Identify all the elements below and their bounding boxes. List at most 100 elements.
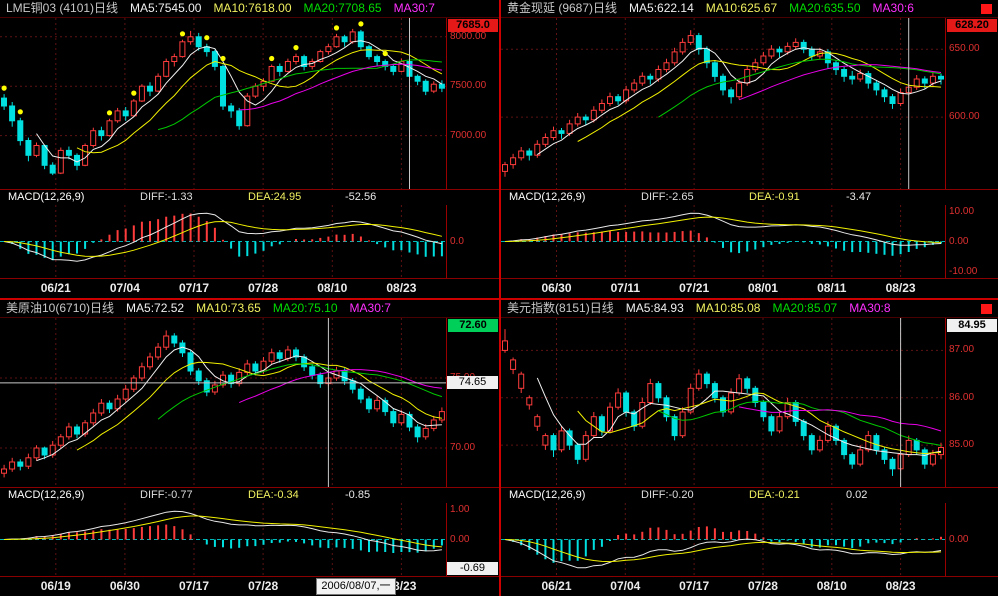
date-label: 06/30	[541, 281, 572, 295]
ma30-label: MA30:7	[393, 1, 435, 15]
divider	[501, 576, 998, 577]
cursor-date-tooltip: 2006/08/07,一	[316, 578, 396, 595]
date-axis: 06/21 07/04 07/17 07/28 08/10 08/23	[501, 577, 998, 596]
price-axis: 84.95 87.00 86.00 85.00	[945, 318, 998, 487]
y-axis-label: 85.00	[949, 439, 975, 451]
date-label: 08/11	[817, 281, 847, 295]
macd-bar-value: -52.56	[345, 191, 377, 203]
macd-diff-value: DIFF:-2.65	[641, 191, 694, 203]
macd-label: MACD(12,26,9)	[509, 191, 586, 203]
macd-chart[interactable]	[501, 503, 945, 576]
chart-panel-lme-copper: LME铜03 (4101)日线 MA5:7545.00 MA10:7618.00…	[0, 0, 499, 298]
date-label: 07/17	[679, 579, 710, 593]
macd-axis-label: 10.00	[949, 206, 975, 217]
ma20-label: MA20:7708.65	[303, 1, 382, 15]
y-axis-label: 86.00	[949, 391, 975, 403]
chart-title: LME铜03 (4101)日线	[6, 1, 119, 15]
chart-title: 美元指数(8151)日线	[507, 301, 614, 315]
macd-header: MACD(12,26,9) DIFF:-2.65 DEA:-0.91 -3.47	[501, 190, 998, 205]
date-label: 08/10	[317, 281, 348, 295]
ma30-label: MA30:7	[349, 301, 391, 315]
y-axis-label: 7000.00	[450, 129, 487, 141]
date-axis: 06/21 07/04 07/17 07/28 08/10 08/23	[0, 279, 499, 298]
last-price-box: 72.60	[448, 319, 498, 332]
chart-header: 美原油10(6710)日线 MA5:72.52 MA10:73.65 MA20:…	[0, 300, 499, 318]
macd-diff-value: DIFF:-0.77	[140, 489, 193, 501]
macd-chart[interactable]	[0, 503, 446, 576]
macd-bar-value: 0.02	[846, 489, 868, 501]
ma5-label: MA5:84.93	[625, 301, 684, 315]
macd-dea-value: DEA:-0.21	[749, 489, 800, 501]
macd-header: MACD(12,26,9) DIFF:-1.33 DEA:24.95 -52.5…	[0, 190, 499, 205]
date-label: 06/19	[40, 579, 71, 593]
panel-corner-button[interactable]	[981, 303, 992, 314]
ma5-label: MA5:7545.00	[130, 1, 202, 15]
macd-label: MACD(12,26,9)	[8, 191, 85, 203]
y-axis-label: 650.00	[949, 43, 980, 55]
price-chart[interactable]	[0, 318, 446, 487]
ma20-label: MA20:635.50	[789, 1, 861, 15]
y-axis-label: 70.00	[450, 442, 476, 453]
date-axis: 06/30 07/11 07/21 08/01 08/11 08/23	[501, 279, 998, 298]
date-label: 07/21	[679, 281, 710, 295]
macd-axis-label: 0.00	[949, 235, 969, 247]
macd-axis-label: 0.0	[450, 235, 464, 247]
date-label: 07/04	[109, 281, 140, 295]
price-chart[interactable]	[501, 318, 945, 487]
macd-bar-value: -3.47	[846, 191, 872, 203]
date-label: 08/10	[816, 579, 847, 593]
y-axis-label: 600.00	[949, 111, 980, 123]
macd-diff-value: DIFF:-1.33	[140, 191, 193, 203]
ma5-label: MA5:622.14	[629, 1, 694, 15]
ma20-label: MA20:85.07	[772, 301, 838, 315]
panel-corner-button[interactable]	[981, 3, 992, 14]
chart-header: 黄金现延 (9687)日线 MA5:622.14 MA10:625.67 MA2…	[501, 0, 998, 18]
macd-axis-label: 0.00	[450, 533, 470, 545]
macd-axis-label: 1.00	[450, 504, 470, 515]
chart-title: 黄金现延 (9687)日线	[507, 1, 618, 15]
price-chart[interactable]	[0, 18, 446, 189]
ma5-label: MA5:72.52	[126, 301, 185, 315]
chart-panel-dollar-index: 美元指数(8151)日线 MA5:84.93 MA10:85.08 MA20:8…	[499, 298, 998, 596]
ma30-label: MA30:6	[872, 1, 914, 15]
cursor-macd-box: -0.69	[447, 562, 498, 575]
date-label: 06/30	[109, 579, 140, 593]
macd-axis: 0.00	[945, 503, 998, 576]
macd-axis: 0.0	[446, 205, 499, 278]
ma30-label: MA30:8	[849, 301, 891, 315]
last-price-box: 84.95	[947, 319, 997, 332]
price-chart[interactable]	[501, 18, 945, 189]
chart-header: LME铜03 (4101)日线 MA5:7545.00 MA10:7618.00…	[0, 0, 499, 18]
macd-chart[interactable]	[0, 205, 446, 278]
ma10-label: MA10:85.08	[695, 301, 761, 315]
macd-axis: 1.00 0.00 -0.69	[446, 503, 499, 576]
date-label: 07/17	[178, 579, 210, 593]
divider	[0, 189, 499, 190]
macd-axis: 10.00 0.00 -10.00	[945, 205, 998, 278]
date-label: 06/21	[541, 579, 572, 593]
date-axis: 06/1906/3007/1707/2808/1008/232006/08/07…	[0, 577, 499, 596]
divider	[501, 278, 998, 279]
divider	[0, 278, 499, 279]
price-axis: 7685.0 8000.00 7500.00 7000.00	[446, 18, 499, 189]
date-label: 08/23	[386, 281, 417, 295]
macd-label: MACD(12,26,9)	[509, 489, 586, 501]
macd-diff-value: DIFF:-0.20	[641, 489, 694, 501]
last-price-box: 7685.0	[448, 19, 498, 32]
date-label: 07/04	[610, 579, 641, 593]
y-axis-label: 8000.00	[450, 30, 487, 42]
date-label: 07/11	[610, 281, 640, 295]
divider	[501, 189, 998, 190]
chart-panel-crude-oil: 美原油10(6710)日线 MA5:72.52 MA10:73.65 MA20:…	[0, 298, 499, 596]
macd-label: MACD(12,26,9)	[8, 489, 85, 501]
chart-title: 美原油10(6710)日线	[6, 301, 115, 315]
ma10-label: MA10:73.65	[196, 301, 261, 315]
ma20-label: MA20:75.10	[272, 301, 338, 315]
divider	[0, 487, 499, 488]
macd-axis-label: 0.00	[949, 533, 969, 545]
date-label: 07/28	[747, 579, 778, 593]
macd-chart[interactable]	[501, 205, 945, 278]
date-label: 07/17	[178, 281, 210, 295]
